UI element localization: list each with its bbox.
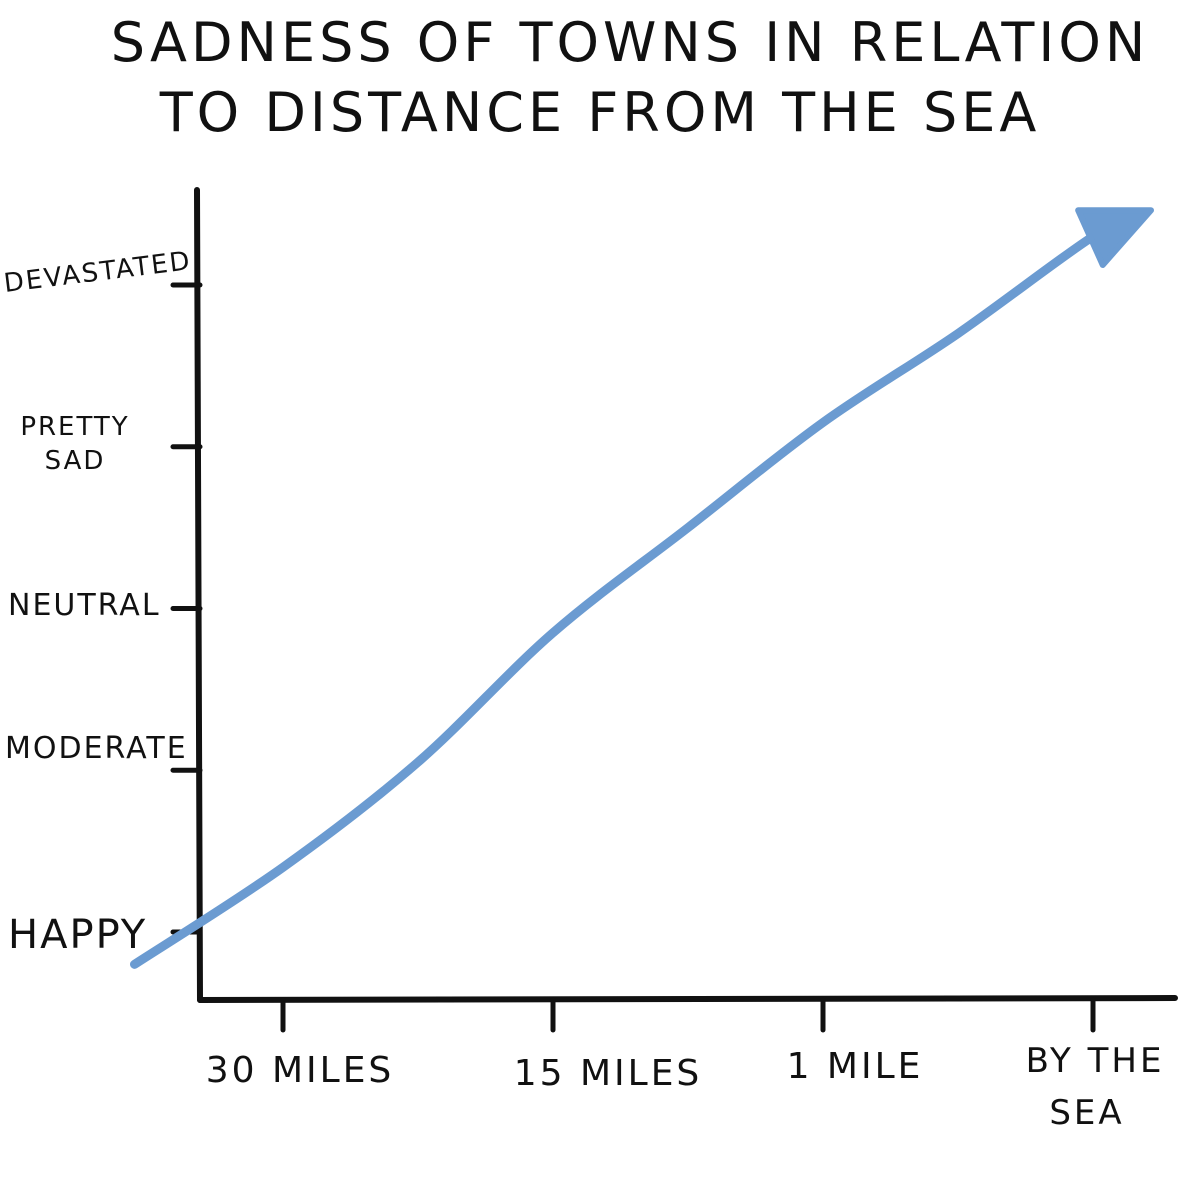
series xyxy=(130,207,1154,969)
y-tick-label: MODERATE xyxy=(5,731,188,766)
chart-title-line-2: TO DISTANCE FROM THE SEA xyxy=(159,81,1041,144)
y-tick-label: NEUTRAL xyxy=(8,588,161,623)
x-tick-label: 15 MILES xyxy=(514,1053,703,1094)
y-tick-label: HAPPY xyxy=(8,912,147,958)
y-axis-line xyxy=(194,187,203,1003)
y-tick-label-line: SAD xyxy=(45,446,106,476)
x-tick-label: 1 MILE xyxy=(787,1046,924,1087)
y-tick-label: DEVASTATED xyxy=(2,246,193,299)
x-tick-label-line: BY THE xyxy=(1026,1041,1165,1081)
x-tick-label: BY THE SEA xyxy=(1026,1041,1165,1133)
axes xyxy=(194,187,1178,1003)
x-axis-line xyxy=(197,995,1178,1003)
y-ticks: HAPPY MODERATE NEUTRAL PRETTY SAD DEVASTATED xyxy=(2,246,203,958)
x-tick-label-line: SEA xyxy=(1049,1093,1124,1133)
series-arrowhead xyxy=(1075,207,1154,268)
y-tick-label-line: PRETTY xyxy=(20,412,129,442)
series-line xyxy=(130,207,1152,969)
y-tick-label: PRETTY SAD xyxy=(20,412,129,476)
x-tick-label: 30 MILES xyxy=(206,1050,395,1091)
chart-title-line-1: SADNESS OF TOWNS IN RELATION xyxy=(110,11,1150,74)
x-ticks: 30 MILES 15 MILES 1 MILE BY THE SEA xyxy=(206,997,1165,1133)
